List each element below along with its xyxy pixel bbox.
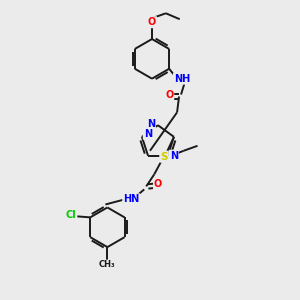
Text: O: O bbox=[165, 89, 173, 100]
Text: CH₃: CH₃ bbox=[99, 260, 116, 269]
Text: N: N bbox=[144, 129, 152, 139]
Text: S: S bbox=[160, 152, 168, 162]
Text: NH: NH bbox=[174, 74, 190, 84]
Text: N: N bbox=[147, 119, 155, 129]
Text: HN: HN bbox=[123, 194, 140, 204]
Text: O: O bbox=[154, 179, 162, 189]
Text: N: N bbox=[170, 151, 178, 161]
Text: Cl: Cl bbox=[65, 210, 76, 220]
Text: O: O bbox=[148, 17, 156, 27]
